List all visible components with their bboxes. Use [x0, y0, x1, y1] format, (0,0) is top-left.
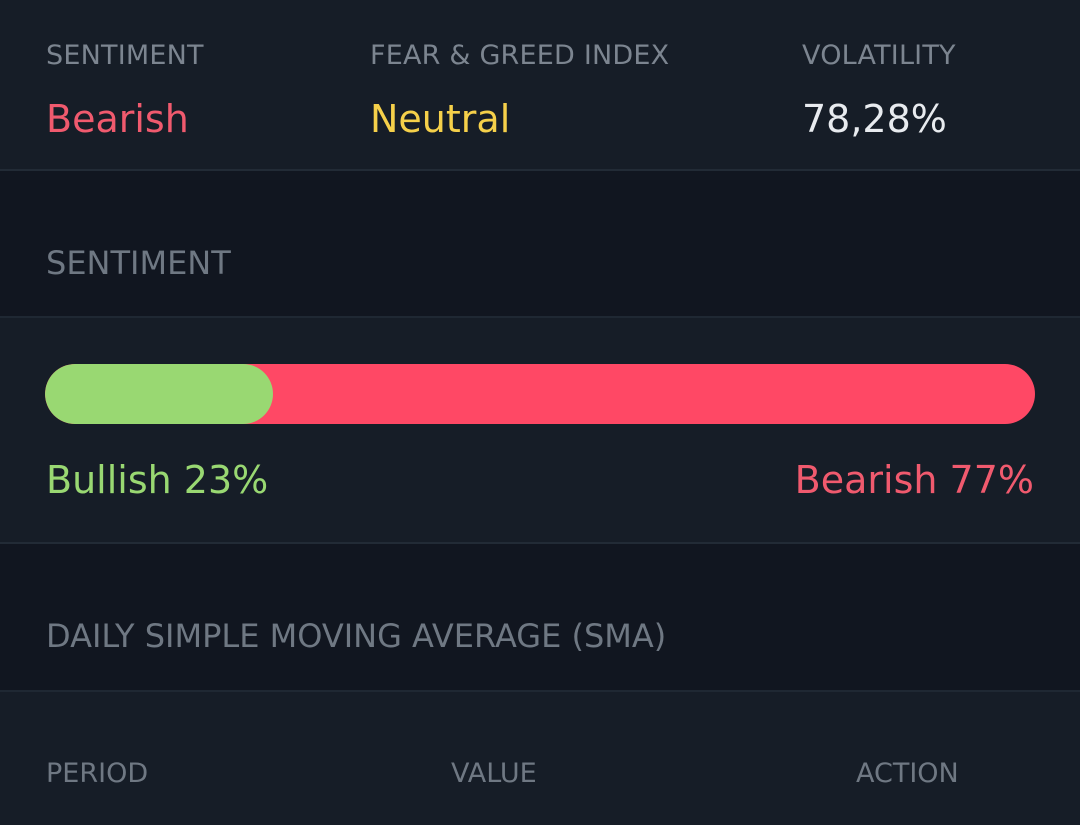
column-header-period: PERIOD: [46, 758, 149, 789]
fear-greed-stat: FEAR & GREED INDEX Neutral: [370, 40, 669, 141]
sentiment-bar-card: Bullish 23% Bearish 77%: [0, 318, 1080, 544]
column-header-action: ACTION: [856, 758, 959, 789]
sma-section-header: DAILY SIMPLE MOVING AVERAGE (SMA): [0, 544, 1080, 692]
sentiment-section-title: SENTIMENT: [46, 244, 231, 282]
bullish-bar-fill: [45, 364, 273, 424]
volatility-stat-label: VOLATILITY: [802, 40, 956, 71]
fear-greed-stat-label: FEAR & GREED INDEX: [370, 40, 670, 71]
sentiment-stat-label: SENTIMENT: [46, 40, 204, 71]
sentiment-bar: [45, 364, 1035, 424]
sentiment-stat-value: Bearish: [46, 97, 189, 141]
volatility-stat: VOLATILITY 78,28%: [802, 40, 956, 141]
column-header-value: VALUE: [451, 758, 537, 789]
sentiment-section-header: SENTIMENT: [0, 171, 1080, 318]
sma-table-header: PERIOD VALUE ACTION: [0, 692, 1080, 825]
fear-greed-stat-value: Neutral: [370, 97, 511, 141]
overview-card: SENTIMENT Bearish FEAR & GREED INDEX Neu…: [0, 0, 1080, 171]
bullish-label: Bullish 23%: [46, 458, 269, 502]
sma-section-title: DAILY SIMPLE MOVING AVERAGE (SMA): [46, 617, 667, 655]
bearish-label: Bearish 77%: [794, 458, 1034, 502]
volatility-stat-value: 78,28%: [802, 97, 947, 141]
sentiment-stat: SENTIMENT Bearish: [46, 40, 204, 141]
